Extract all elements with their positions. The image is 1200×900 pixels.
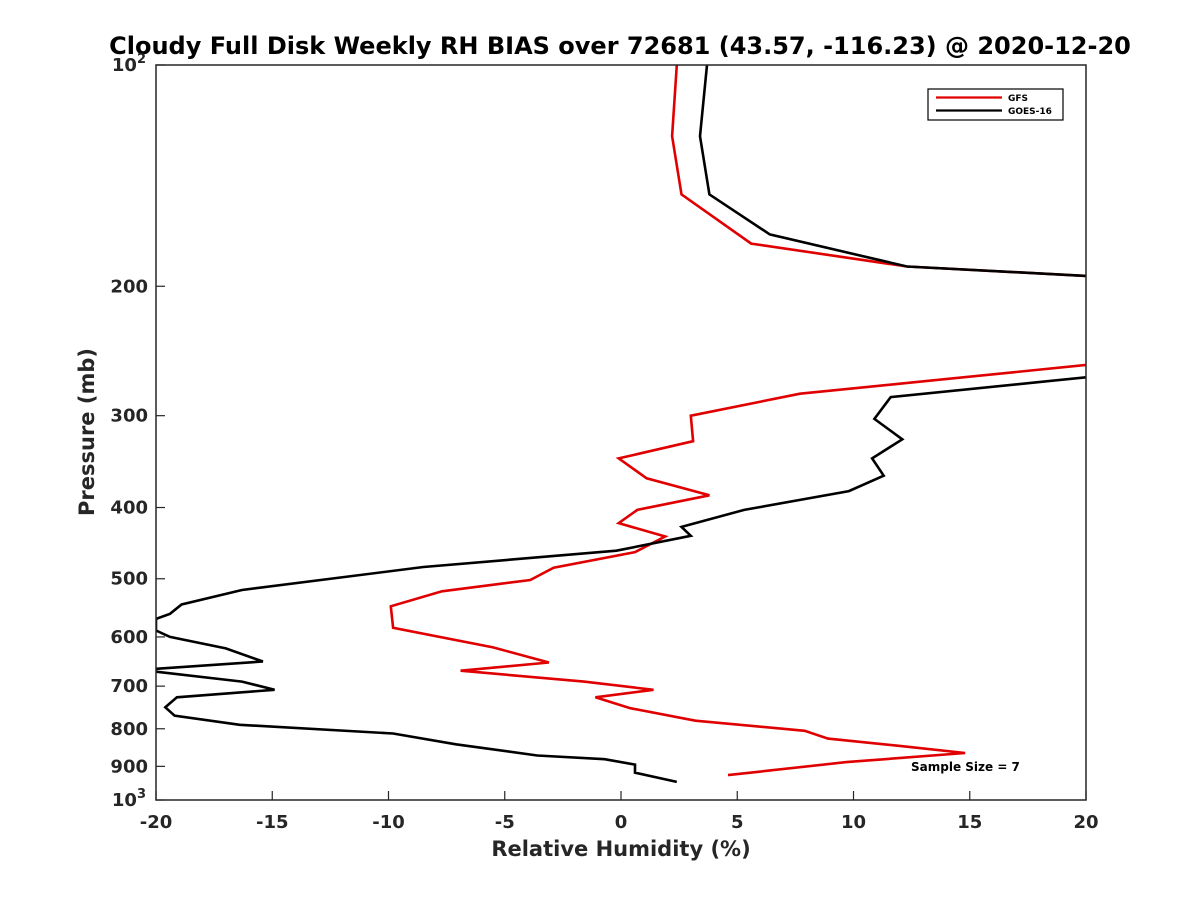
y-tick-label: 400: [110, 498, 148, 519]
y-tick-label: 900: [110, 756, 148, 777]
x-tick-label: -15: [256, 812, 289, 833]
x-tick-label: 0: [615, 812, 628, 833]
x-tick-label: -5: [495, 812, 515, 833]
series-layer: [156, 65, 1086, 784]
x-axis-label: Relative Humidity (%): [491, 837, 750, 861]
x-tick-label: -10: [372, 812, 405, 833]
y-tick-label: 500: [110, 569, 148, 590]
legend: GFS GOES-16: [927, 88, 1064, 121]
legend-label-goes16: GOES-16: [1008, 107, 1052, 117]
y-tick-label: 200: [110, 276, 148, 297]
series-line-goes-16: [156, 65, 1086, 784]
series-line-gfs: [389, 65, 1086, 777]
x-axis-ticks: -20 -15 -10 -5 0 5 10 15 20: [140, 791, 1099, 833]
y-tick-label: 103: [112, 787, 146, 811]
x-tick-label: -20: [140, 812, 173, 833]
y-tick-label: 600: [110, 627, 148, 648]
legend-label-gfs: GFS: [1008, 94, 1028, 104]
x-tick-label: 10: [841, 812, 866, 833]
y-tick-label: 700: [110, 676, 148, 697]
x-tick-label: 20: [1073, 812, 1098, 833]
y-tick-label: 800: [110, 719, 148, 740]
y-tick-label: 102: [112, 52, 146, 76]
chart-title: Cloudy Full Disk Weekly RH BIAS over 726…: [109, 32, 1131, 60]
y-tick-label: 300: [110, 406, 148, 427]
y-axis-ticks: 102 200 300 400 500 600 700 800 900 103: [110, 52, 165, 811]
x-tick-label: 5: [731, 812, 744, 833]
sample-size-annotation: Sample Size = 7: [911, 760, 1020, 774]
legend-box: [927, 88, 1064, 121]
plot-frame: [155, 64, 1087, 801]
y-axis-label: Pressure (mb): [75, 348, 99, 516]
x-tick-label: 15: [957, 812, 982, 833]
